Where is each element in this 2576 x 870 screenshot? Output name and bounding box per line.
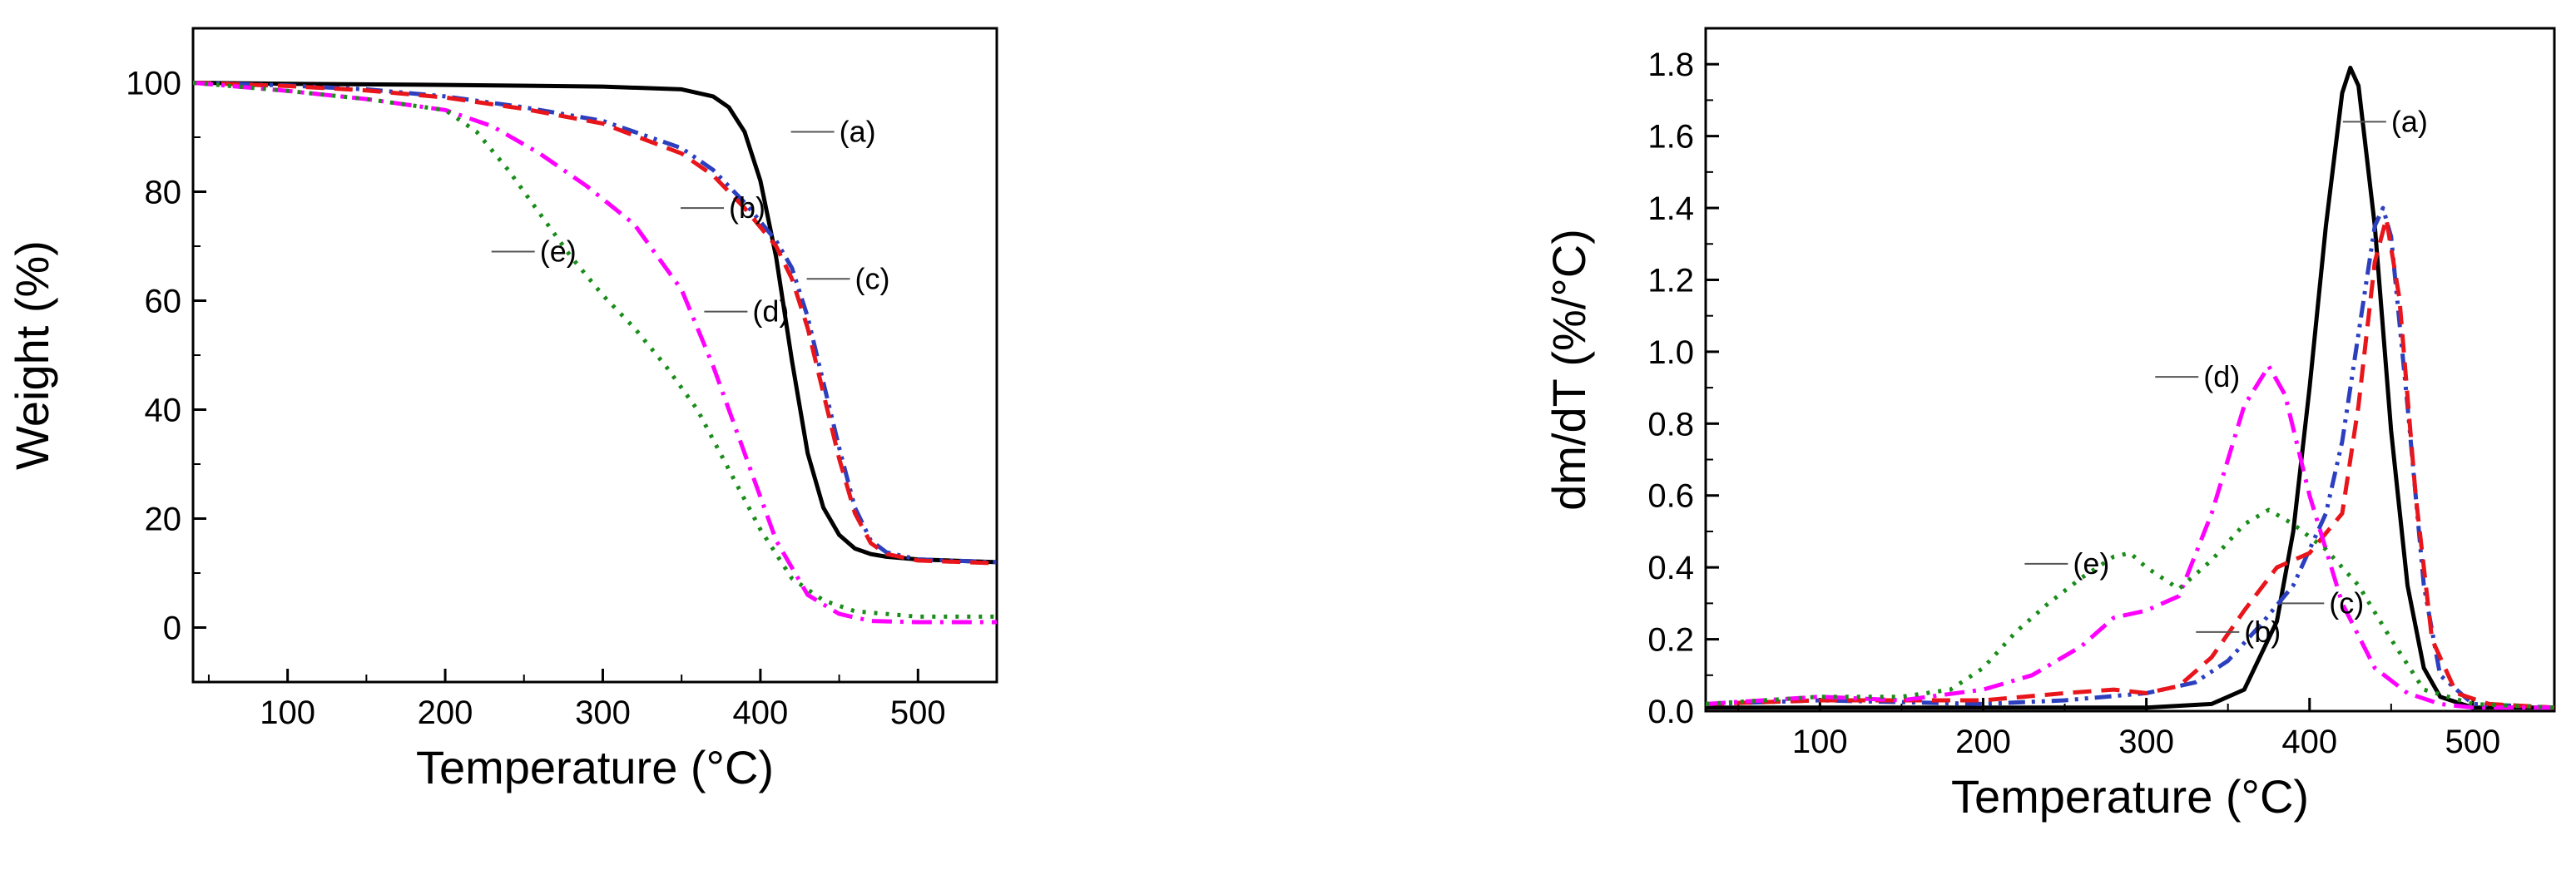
y-tick-label: 1.6 — [1647, 119, 1694, 156]
series-line-b — [1706, 205, 2554, 710]
curve-label-a: (a) — [2391, 104, 2428, 138]
x-tick-label: 500 — [890, 695, 946, 731]
tga-weight-chart: 100 200 300 400 500 0 20 40 60 80 100 Temperature (… — [6, 27, 998, 793]
x-tick-label: 300 — [2118, 724, 2174, 760]
y-tick-label: 60 — [145, 284, 182, 320]
x-tick-label: 400 — [733, 695, 789, 731]
y-tick-label: 0 — [163, 610, 181, 647]
series-line-a — [1706, 66, 2554, 710]
y-tick-label: 1.2 — [1647, 262, 1694, 299]
curve-label-c: (c) — [2329, 586, 2364, 620]
x-tick-label: 200 — [1955, 724, 2011, 760]
y-tick-label: 80 — [145, 175, 182, 211]
y-tick-label: 0.6 — [1647, 478, 1694, 515]
series-line-b — [193, 81, 997, 565]
curve-label-a: (a) — [840, 114, 876, 148]
dtg-derivative-chart: 100 200 300 400 500 0.0 0.2 0.4 0.6 0.8 1.0 1.2 1.4 1… — [1543, 27, 2556, 823]
series-line-e — [1706, 507, 2554, 710]
curve-label-e: (e) — [540, 235, 577, 269]
series-line-d — [193, 81, 997, 625]
curve-label-d: (d) — [752, 294, 789, 329]
x-tick-label: 400 — [2281, 724, 2337, 760]
y-tick-label: 0.4 — [1647, 550, 1694, 586]
y-tick-label: 0.0 — [1647, 694, 1694, 730]
series-line-c — [193, 81, 997, 566]
y-axis-title: Weight (%) — [6, 240, 58, 470]
x-tick-label: 300 — [575, 695, 631, 731]
curve-label-b: (b) — [2244, 615, 2281, 649]
plot-frame — [1704, 27, 2556, 713]
x-tick-label: 500 — [2445, 724, 2501, 760]
curve-label-d: (d) — [2203, 359, 2240, 393]
y-tick-label: 1.8 — [1647, 47, 1694, 83]
curve-label-b: (b) — [729, 190, 765, 225]
y-tick-label: 0.8 — [1647, 406, 1694, 442]
series-line-e — [193, 81, 997, 619]
x-axis-title: Temperature (°C) — [416, 741, 774, 793]
series-line-a — [193, 81, 997, 565]
y-tick-label: 1.0 — [1647, 334, 1694, 371]
plot-frame — [191, 27, 998, 684]
y-tick-label: 0.2 — [1647, 622, 1694, 659]
x-tick-label: 100 — [1792, 724, 1848, 760]
series-line-c — [1706, 216, 2554, 710]
x-tick-label: 100 — [260, 695, 315, 731]
x-axis-title: Temperature (°C) — [1951, 770, 2309, 823]
y-tick-label: 20 — [145, 502, 182, 538]
y-axis-title: dm/dT (%/°C) — [1543, 229, 1595, 511]
curve-label-e: (e) — [2073, 546, 2109, 581]
y-tick-label: 40 — [145, 393, 182, 429]
series-line-d — [1706, 363, 2554, 710]
y-tick-label: 1.4 — [1647, 190, 1694, 227]
curve-label-c: (c) — [855, 261, 890, 295]
x-tick-label: 200 — [418, 695, 473, 731]
y-tick-label: 100 — [126, 66, 181, 102]
